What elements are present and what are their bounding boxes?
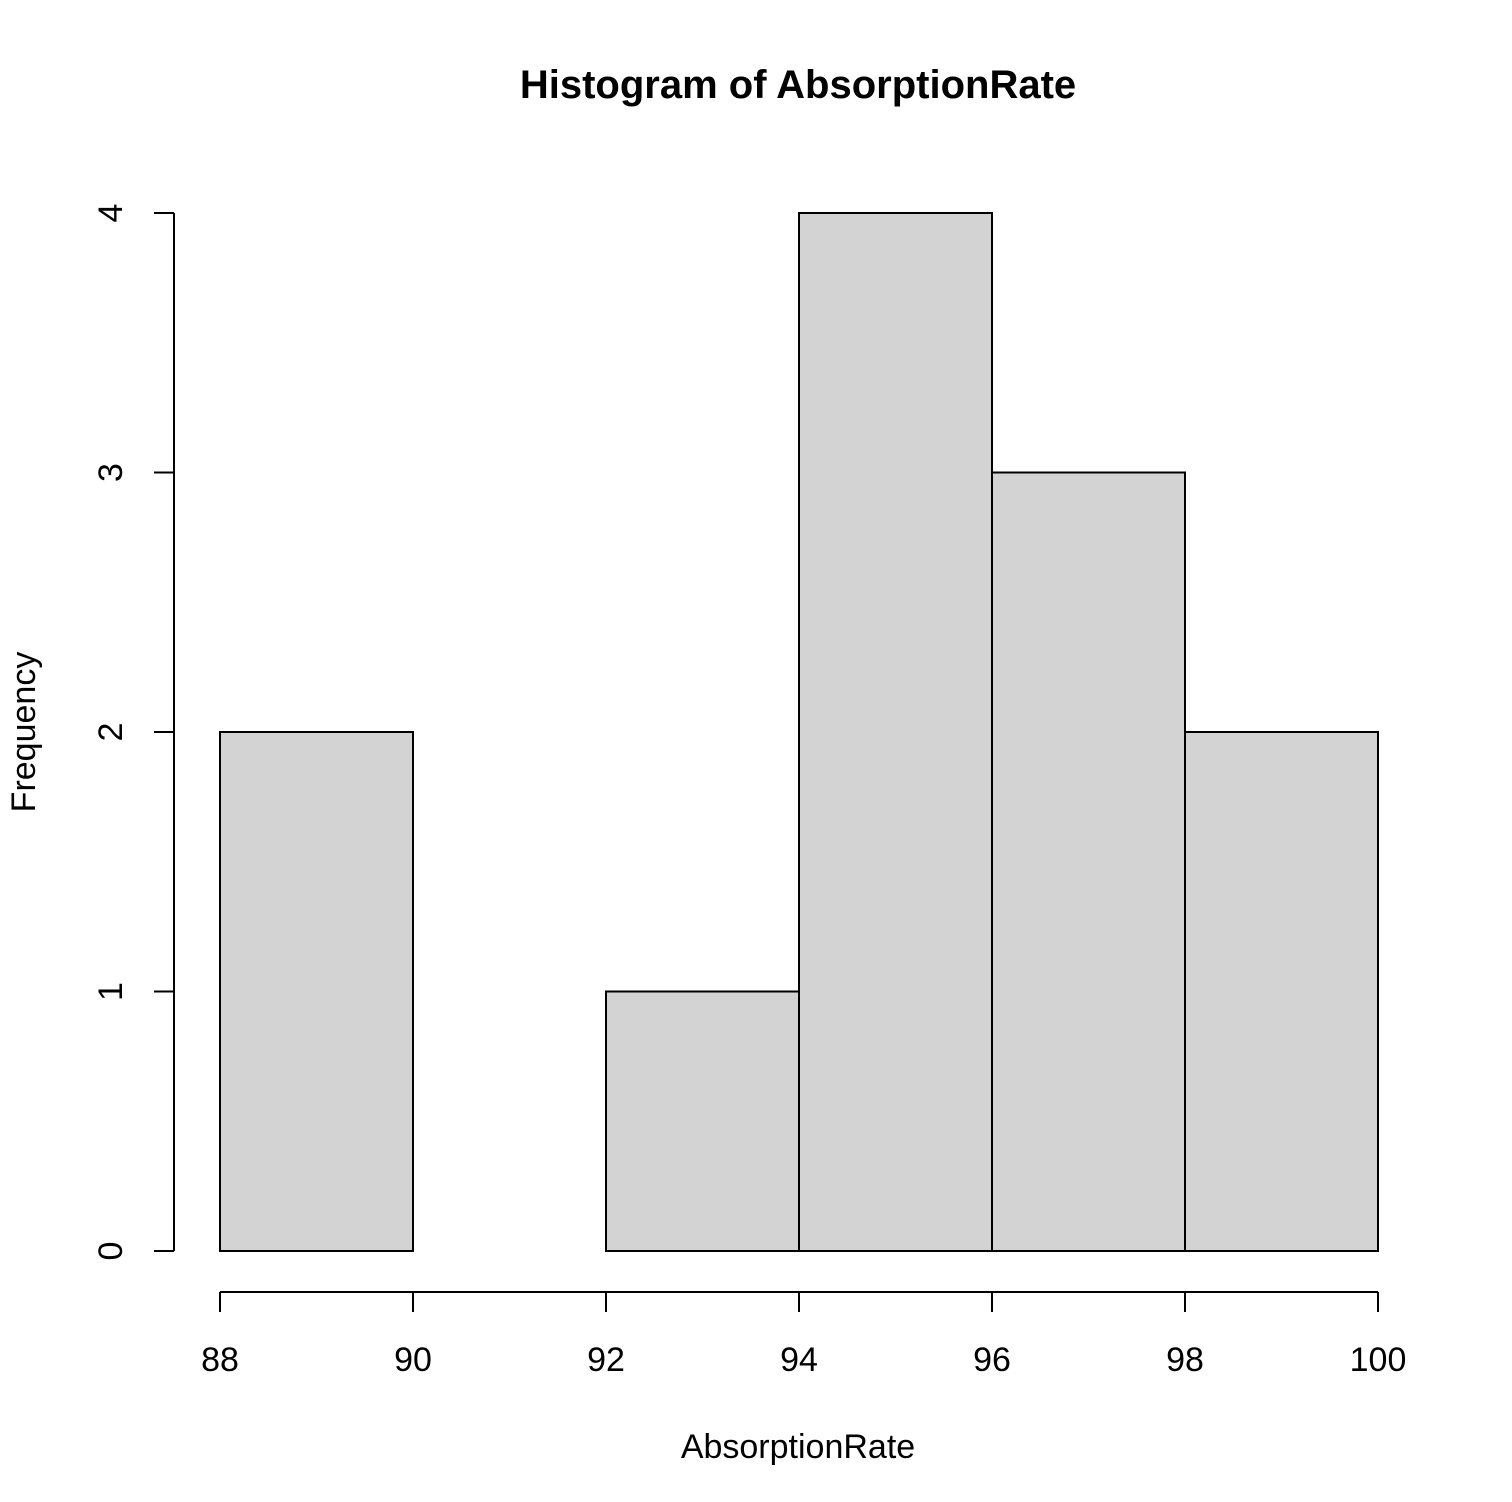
y-tick-label-0: 0 (92, 1242, 130, 1261)
histogram-bar-4 (991, 471, 1186, 1252)
x-tick-label-3: 94 (780, 1341, 818, 1379)
histogram-bar-5 (1184, 731, 1379, 1252)
bars-group (219, 212, 1379, 1252)
x-tick-label-5: 98 (1166, 1341, 1204, 1379)
x-tick-label-4: 96 (973, 1341, 1011, 1379)
histogram-bar-0 (219, 731, 414, 1252)
x-axis-label: AbsorptionRate (681, 1428, 915, 1466)
x-tick-label-2: 92 (587, 1341, 625, 1379)
y-axis-label: Frequency (5, 652, 43, 813)
y-tick-label-2: 2 (92, 723, 130, 742)
y-tick-label-4: 4 (92, 204, 130, 223)
histogram-bar-2 (605, 990, 800, 1252)
y-axis: 0 1 2 3 4 (92, 204, 175, 1261)
histogram-bar-3 (798, 212, 993, 1252)
x-tick-label-6: 100 (1350, 1341, 1407, 1379)
x-axis: 88 90 92 94 96 98 100 (201, 1291, 1407, 1379)
y-tick-label-1: 1 (92, 982, 130, 1001)
x-tick-label-1: 90 (394, 1341, 432, 1379)
chart-title: Histogram of AbsorptionRate (520, 63, 1076, 107)
x-tick-label-0: 88 (201, 1341, 239, 1379)
y-tick-label-3: 3 (92, 463, 130, 482)
